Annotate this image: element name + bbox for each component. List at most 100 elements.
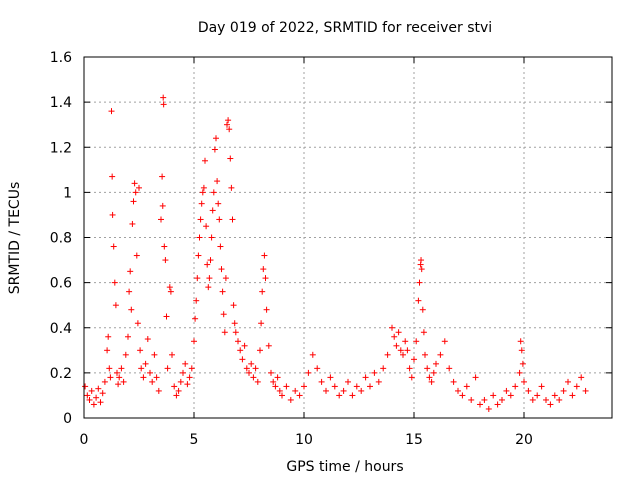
data-point — [90, 401, 97, 408]
data-point — [228, 184, 235, 191]
data-point — [144, 336, 151, 343]
data-point — [263, 306, 270, 313]
data-point — [130, 198, 137, 205]
data-point — [477, 401, 483, 408]
data-point — [406, 365, 413, 372]
data-point — [503, 387, 510, 394]
data-marks — [82, 94, 589, 412]
data-point — [582, 387, 589, 394]
data-point — [167, 288, 174, 295]
data-point — [128, 306, 135, 313]
axis-ticks: 0 0.2 0.4 0.6 0.8 1 1.2 1.4 1.6 0 5 10 15 20 — [50, 50, 612, 448]
data-point — [214, 178, 221, 185]
data-point — [246, 369, 252, 376]
data-point — [391, 333, 398, 340]
data-point — [430, 369, 437, 376]
data-point — [107, 374, 114, 381]
data-point — [309, 351, 316, 358]
data-point — [226, 126, 233, 133]
data-point — [227, 155, 234, 162]
data-point — [86, 396, 93, 403]
data-point — [153, 374, 160, 381]
data-point — [318, 378, 325, 385]
x-axis-label: GPS time / hours — [286, 459, 403, 475]
data-point — [433, 360, 439, 367]
data-point — [276, 387, 283, 394]
data-point — [101, 378, 108, 385]
data-point — [93, 394, 100, 401]
data-point — [126, 288, 133, 295]
y-tick-label: 1.4 — [50, 95, 72, 111]
data-point — [252, 365, 259, 372]
data-point — [270, 378, 277, 385]
data-point — [206, 275, 213, 282]
data-point — [221, 329, 228, 336]
data-point — [140, 374, 147, 381]
data-point — [104, 347, 111, 354]
data-point — [229, 216, 236, 223]
data-point — [254, 378, 261, 385]
data-point — [110, 243, 117, 250]
data-point — [418, 257, 425, 264]
data-point — [490, 392, 497, 399]
data-point — [132, 189, 139, 196]
data-point — [287, 396, 294, 403]
data-point — [248, 360, 255, 367]
y-tick-label: 0.6 — [50, 276, 72, 292]
data-point — [518, 347, 525, 354]
data-point — [133, 252, 140, 259]
data-point — [422, 351, 428, 358]
data-point — [116, 374, 123, 381]
y-tick-label: 1.6 — [50, 50, 72, 66]
data-point — [88, 387, 95, 394]
data-point — [138, 365, 145, 372]
data-point — [529, 396, 536, 403]
data-point — [389, 324, 395, 331]
data-point — [105, 333, 112, 340]
x-tick-label: 15 — [405, 432, 423, 448]
data-point — [173, 392, 180, 399]
y-tick-label: 1.2 — [50, 140, 72, 156]
data-point — [220, 311, 227, 318]
data-point — [494, 401, 501, 408]
data-point — [159, 202, 166, 209]
data-point — [565, 378, 571, 385]
data-point — [455, 387, 461, 394]
data-point — [274, 374, 281, 381]
data-point — [222, 275, 229, 282]
data-point — [217, 243, 224, 250]
data-point — [198, 200, 205, 207]
data-point — [413, 338, 420, 345]
data-point — [395, 329, 402, 336]
chart-title: Day 019 of 2022, SRMTID for receiver stv… — [198, 20, 492, 36]
data-point — [142, 360, 149, 367]
data-point — [243, 365, 250, 372]
data-point — [225, 117, 232, 124]
data-point — [200, 184, 207, 191]
data-point — [224, 121, 230, 128]
data-point — [301, 383, 307, 390]
data-point — [283, 383, 290, 390]
data-point — [323, 387, 329, 394]
data-point — [358, 387, 365, 394]
data-point — [259, 288, 266, 295]
data-point — [163, 313, 170, 320]
data-point — [162, 257, 169, 264]
data-point — [349, 392, 356, 399]
data-point — [207, 257, 214, 264]
y-tick-label: 0.8 — [50, 231, 72, 247]
data-point — [158, 216, 164, 223]
data-point — [265, 342, 272, 349]
data-point — [481, 396, 488, 403]
data-point — [279, 392, 285, 399]
y-tick-label: 1 — [63, 185, 72, 201]
data-point — [108, 108, 115, 115]
y-tick-label: 0.4 — [50, 321, 72, 337]
data-point — [268, 369, 274, 376]
data-point — [393, 342, 400, 349]
data-point — [543, 396, 549, 403]
data-point — [136, 184, 142, 191]
data-point — [371, 369, 378, 376]
data-point — [205, 284, 212, 291]
